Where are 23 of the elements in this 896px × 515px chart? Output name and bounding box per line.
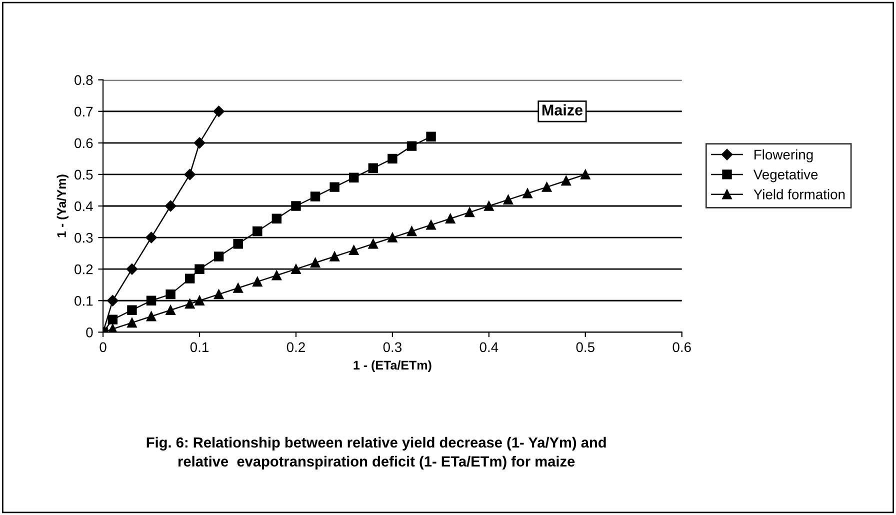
- y-tick-label: 0.2: [74, 264, 93, 274]
- y-tick-label: 0.6: [74, 138, 93, 148]
- y-tick-label: 0.1: [74, 296, 93, 306]
- x-tick-label: 0.4: [480, 342, 498, 352]
- x-tick-label: 0.2: [286, 342, 305, 352]
- y-tick-label: 0.8: [74, 75, 93, 85]
- y-tick-label: 0.5: [74, 170, 93, 180]
- x-tick-label: 0.6: [672, 342, 691, 352]
- legend-label: Vegetative: [753, 169, 818, 182]
- y-tick-label: 0.7: [74, 106, 93, 117]
- legend-label: Flowering: [754, 149, 813, 162]
- x-axis-title: 1 - (ETa/ETm): [354, 360, 432, 372]
- x-tick-label: 0: [100, 342, 106, 352]
- y-tick-label: 0: [86, 328, 93, 338]
- annotation: Maize: [542, 104, 583, 116]
- caption: Fig. 6: Relationship between relative yield decrease (1- Ya/Ym) and relative evapotranspiration deficit (1- ETa/ETm) for maize: [146, 436, 606, 470]
- y-axis-title: 1 - (Ya/Ym): [56, 174, 68, 238]
- y-tick-label: 0.3: [74, 232, 93, 243]
- legend-label: Yield formation: [754, 189, 845, 200]
- x-tick-label: 0.5: [576, 342, 594, 352]
- x-tick-label: 0.1: [190, 342, 208, 352]
- x-tick-label: 0.3: [383, 342, 402, 352]
- y-tick-label: 0.4: [74, 201, 93, 212]
